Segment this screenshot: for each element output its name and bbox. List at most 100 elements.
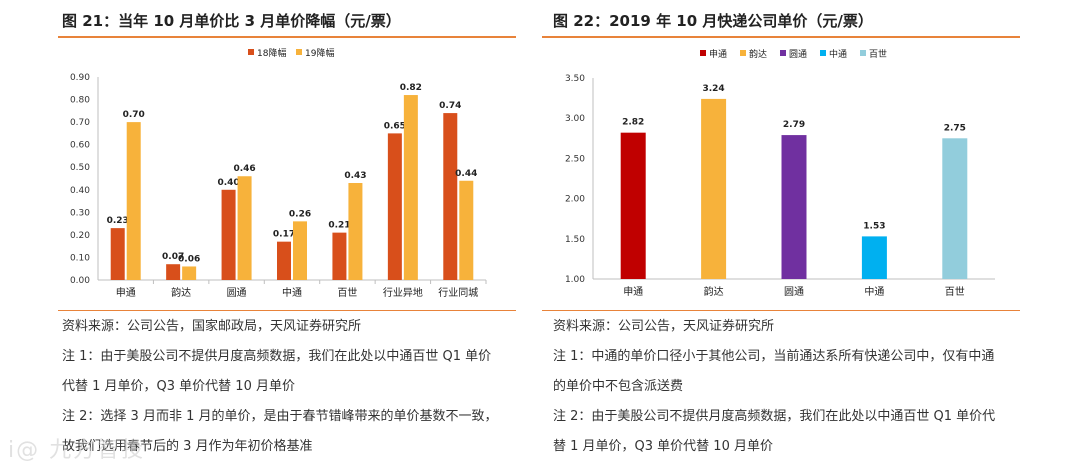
x-category-label: 申通 [623, 285, 643, 298]
left-bar-chart: 0.00 0.10 0.20 0.30 0.40 0.50 0.60 0.70 0.80 0.90… [70, 47, 487, 299]
left-note-2-line-1: 注 2：选择 3 月而非 1 月的单价，是由于春节错峰带来的单价基数不一致， [62, 409, 498, 424]
legend-swatch [248, 49, 254, 55]
right-note-2-line-1: 注 2：由于美股公司不提供月度高频数据，我们在此处以中通百世 Q1 单价代 [553, 409, 996, 424]
y-tick-label: 0.80 [70, 96, 90, 106]
data-label: 0.44 [455, 169, 477, 179]
data-label: 0.82 [400, 83, 422, 93]
bar-18-韵达 [166, 264, 181, 280]
right-bar-chart: 1.00 1.50 2.00 2.50 3.00 3.50 2.82 申通 3.24 韵达 2.79… [565, 48, 995, 298]
data-label: 3.24 [702, 84, 724, 94]
bar-19-百世 [348, 183, 363, 280]
x-category-label: 韵达 [704, 285, 724, 298]
right-note-2-line-2: 替 1 月单价，Q3 单价代替 10 月单价 [553, 439, 773, 454]
right-note-1-line-1: 注 1：中通的单价口径小于其他公司，当前通达系所有快递公司中，仅有中通 [553, 349, 995, 364]
bar-韵达 [701, 98, 727, 280]
data-label: 2.79 [783, 120, 805, 130]
legend-label: 百世 [869, 48, 887, 60]
legend-label: 圆通 [789, 49, 807, 60]
legend-label: 韵达 [749, 48, 767, 60]
data-label: 0.21 [328, 221, 350, 231]
legend-swatch [700, 50, 706, 56]
legend-swatch [780, 50, 786, 56]
legend-label: 18降幅 [257, 47, 286, 59]
y-tick-label: 0.40 [70, 186, 90, 196]
x-category-label: 中通 [282, 286, 302, 299]
y-tick-label: 0.70 [70, 118, 90, 128]
bar-18-中通 [277, 241, 291, 280]
y-tick-label: 0.90 [70, 73, 90, 83]
data-label: 0.43 [344, 171, 366, 181]
bar-19-申通 [126, 122, 141, 280]
y-tick-label: 3.00 [565, 114, 585, 124]
data-label: 1.53 [863, 221, 885, 231]
data-label: 0.17 [273, 230, 295, 240]
bar-中通 [861, 236, 887, 279]
bar-19-韵达 [182, 266, 197, 280]
legend-label: 申通 [709, 48, 727, 60]
y-tick-label: 0.50 [70, 163, 90, 173]
y-tick-label: 0.00 [70, 276, 90, 286]
data-label: 0.46 [233, 164, 255, 174]
right-figure-panel: 图 22：2019 年 10 月快递公司单价（元/票） 1.00 1.50 2.00… [540, 0, 1080, 466]
right-note-1-line-2: 的单价中不包含派送费 [553, 379, 684, 394]
legend-swatch [820, 50, 826, 56]
legend-label: 19降幅 [305, 47, 334, 59]
data-label: 0.07 [162, 252, 184, 262]
y-tick-label: 0.30 [70, 208, 90, 218]
legend-swatch [860, 50, 866, 56]
bar-百世 [942, 138, 968, 279]
legend-label: 中通 [829, 48, 847, 60]
left-note-2-line-2: 故我们选用春节后的 3 月作为年初价格基准 [62, 439, 313, 454]
x-category-label: 韵达 [171, 286, 191, 299]
right-title-rule [542, 36, 1020, 38]
bar-18-百世 [332, 232, 347, 280]
watermark-logo: i@ 九方智投 [8, 438, 146, 463]
left-note-1-line-2: 代替 1 月单价，Q3 单价代替 10 月单价 [62, 379, 295, 394]
right-bottom-rule [542, 310, 1020, 311]
legend-swatch [296, 49, 302, 55]
left-bottom-rule [58, 310, 516, 311]
bar-19-中通 [293, 221, 307, 280]
bar-19-行业异地 [403, 95, 418, 280]
data-label: 2.75 [944, 123, 966, 133]
data-label: 2.82 [622, 118, 644, 128]
x-category-label: 圆通 [784, 286, 804, 298]
data-label: 0.06 [178, 254, 200, 264]
data-label: 0.70 [123, 110, 145, 120]
bar-18-行业异地 [387, 133, 402, 280]
data-label: 0.65 [384, 121, 406, 131]
left-figure-title: 图 21：当年 10 月单价比 3 月单价降幅（元/票） [62, 12, 401, 30]
left-source-note: 资料来源：公司公告，国家邮政局，天风证券研究所 [62, 319, 362, 334]
left-figure-panel: 图 21：当年 10 月单价比 3 月单价降幅（元/票） 0.00 0.10 0.2… [0, 0, 530, 466]
data-label: 0.26 [289, 209, 311, 219]
y-tick-label: 3.50 [565, 74, 585, 84]
x-category-label: 圆通 [227, 287, 247, 299]
x-category-label: 行业异地 [383, 286, 423, 299]
bar-18-行业同城 [443, 113, 458, 280]
bar-19-行业同城 [459, 180, 474, 280]
bar-18-圆通 [221, 189, 236, 280]
x-category-label: 申通 [116, 286, 136, 299]
x-category-label: 百世 [945, 286, 965, 298]
left-note-1-line-1: 注 1：由于美股公司不提供月度高频数据，我们在此处以中通百世 Q1 单价 [62, 349, 492, 364]
data-label: 0.74 [439, 101, 461, 111]
y-tick-label: 0.10 [70, 253, 90, 263]
bar-申通 [620, 132, 646, 279]
y-tick-label: 0.20 [70, 231, 90, 241]
x-category-label: 行业同城 [438, 286, 478, 299]
right-figure-title: 图 22：2019 年 10 月快递公司单价（元/票） [553, 12, 873, 30]
bar-18-申通 [110, 228, 125, 280]
x-category-label: 中通 [864, 285, 884, 298]
left-title-rule [58, 36, 516, 38]
x-category-label: 百世 [337, 287, 357, 299]
bar-圆通 [781, 135, 807, 279]
y-tick-label: 0.60 [70, 141, 90, 151]
y-tick-label: 1.50 [565, 235, 585, 245]
right-source-note: 资料来源：公司公告，天风证券研究所 [553, 319, 775, 334]
y-tick-label: 2.00 [565, 195, 585, 205]
bar-19-圆通 [237, 176, 252, 280]
data-label: 0.23 [107, 216, 129, 226]
y-tick-label: 1.00 [565, 275, 585, 285]
data-label: 0.40 [217, 178, 239, 188]
legend-swatch [740, 50, 746, 56]
